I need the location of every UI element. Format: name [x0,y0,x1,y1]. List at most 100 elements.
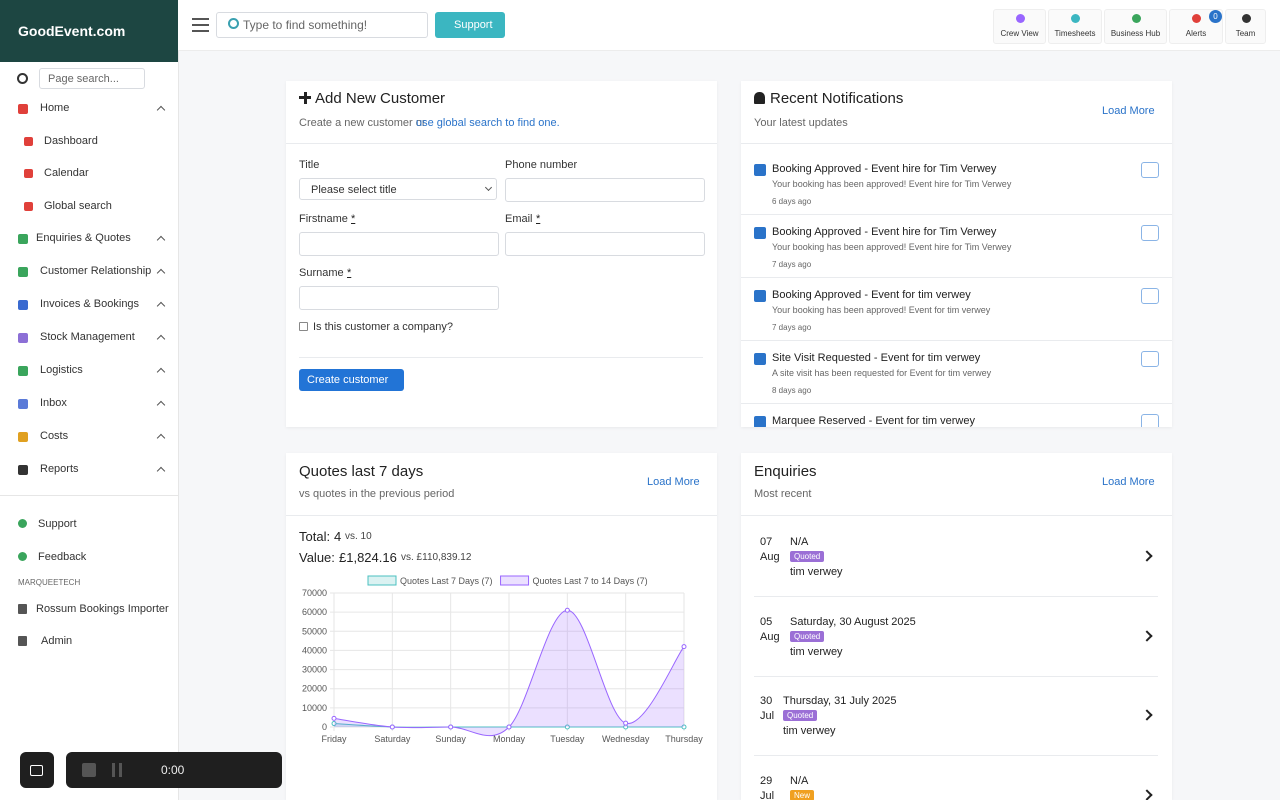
calendar-icon [754,290,766,302]
calendar-icon [754,164,766,176]
card: Recent Notifications Your latest updates L… [741,81,1172,427]
brand: GoodEvent.com [18,23,126,39]
pause-button[interactable] [112,763,122,777]
surname-input[interactable] [299,286,499,310]
menu-item[interactable]: Enquiries & Quotes [36,231,131,244]
menu-item[interactable]: Logistics [40,363,83,376]
x-tick-label: Saturday [374,734,411,744]
status-badge: New [790,789,815,800]
menu-icon [24,201,33,211]
menu-item[interactable]: Invoices & Bookings [40,297,140,310]
menu-icon [24,137,33,146]
nav-button[interactable]: Team [1225,9,1266,44]
alert-badge: 0 [1209,10,1222,23]
stat-label: Value: [299,550,335,565]
enquiry-title: N/A [790,774,809,787]
legend-label: Quotes Last 7 Days (7) [400,576,493,586]
separator [754,596,1158,597]
nav-button[interactable]: Timesheets [1048,9,1102,44]
row-chevron[interactable] [1141,788,1153,800]
menu-item[interactable]: Stock Management [40,330,135,343]
legend-label: Quotes Last 7 to 14 Days (7) [533,576,648,586]
menu-item[interactable]: Admin [41,635,73,647]
menu-item[interactable]: Rossum Bookings Importer [36,603,169,615]
menu-item[interactable]: Home [40,102,70,114]
nav-icon [1131,14,1141,23]
point [681,644,687,650]
x-tick-label: Monday [493,734,526,744]
enquiry-day: 30 [760,695,773,707]
point [331,721,337,727]
support-button[interactable]: Support [435,12,505,38]
quotes-chart: 0 10000 20000 30000 40000 50000 60000 70000 Frid… [302,575,703,744]
enquiry-day: 07 [760,536,773,548]
stat-label: Total: [299,529,331,544]
field-label: Firstname [299,213,348,225]
card-subtitle: Create a new customer or [299,117,426,129]
field-label: Phone number [505,159,578,171]
nav-icon [1071,14,1080,23]
row-chevron[interactable] [1141,709,1153,721]
menu-item[interactable]: Reports [40,462,79,475]
edit-button[interactable] [1141,225,1159,241]
point [389,724,395,730]
load-more[interactable]: Load More [1102,105,1155,117]
stop-button[interactable] [82,763,96,777]
notification-title: Marquee Reserved - Event for tim verwey [772,415,975,427]
page-search[interactable]: Page search... [39,68,145,89]
firstname-input[interactable] [299,232,499,256]
menu-item[interactable]: Support [38,518,77,530]
calendar-icon [754,227,766,239]
menu-icon [18,636,27,646]
phone-input[interactable] [505,178,705,202]
notification-title: Booking Approved - Event hire for Tim Ve… [772,163,997,175]
nav-icon [1015,14,1025,23]
row-chevron[interactable] [1141,629,1153,642]
email-input[interactable] [505,232,705,256]
title-select[interactable]: Please select title [299,178,497,200]
notification-body: A site visit has been requested for Even… [772,368,992,378]
link[interactable]: use global search to find one. [416,117,560,129]
point [623,720,629,726]
submenu-item[interactable]: Dashboard [44,135,98,147]
edit-button[interactable] [1141,351,1159,367]
create-button[interactable]: Create customer [299,369,404,391]
calendar-icon [754,416,766,427]
y-tick-label: 30000 [302,665,327,675]
nav-button[interactable]: Alerts [1169,9,1223,44]
point [448,724,454,730]
nav-button[interactable]: Business Hub [1104,9,1167,44]
stat-previous: vs. £110,839.12 [401,552,472,563]
plus-icon [303,91,307,104]
submenu-item[interactable]: Calendar [44,167,89,180]
load-more[interactable]: Load More [647,476,700,488]
menu-item[interactable]: Costs [40,429,69,442]
row-chevron[interactable] [1141,550,1153,562]
edit-button[interactable] [1141,288,1159,304]
nav-button[interactable]: Crew View [993,9,1046,44]
menu-icon [18,552,27,561]
edit-button[interactable] [1141,162,1159,178]
menu-icon [18,431,28,442]
separator [754,675,1158,677]
menu-icon [18,266,28,277]
separator [741,515,1172,516]
checkbox[interactable] [299,322,308,331]
separator [286,143,717,144]
nav-icon [1192,14,1201,23]
camera-button[interactable] [20,752,54,788]
global-search[interactable]: Type to find something! [216,12,428,38]
menu-item[interactable]: Customer Relationship [40,264,152,277]
field-label: Email [505,213,533,225]
menu-item[interactable]: Inbox [40,396,67,409]
edit-button[interactable] [1141,414,1159,427]
menu-item[interactable]: Feedback [38,551,87,563]
area [334,610,684,736]
menu-icon [18,519,27,528]
submenu-item[interactable]: Global search [44,199,112,212]
status-badge: Quoted [783,710,818,721]
enquiry-day: 29 [760,774,773,787]
load-more[interactable]: Load More [1102,476,1155,488]
point [564,724,570,730]
separator [741,340,1172,341]
